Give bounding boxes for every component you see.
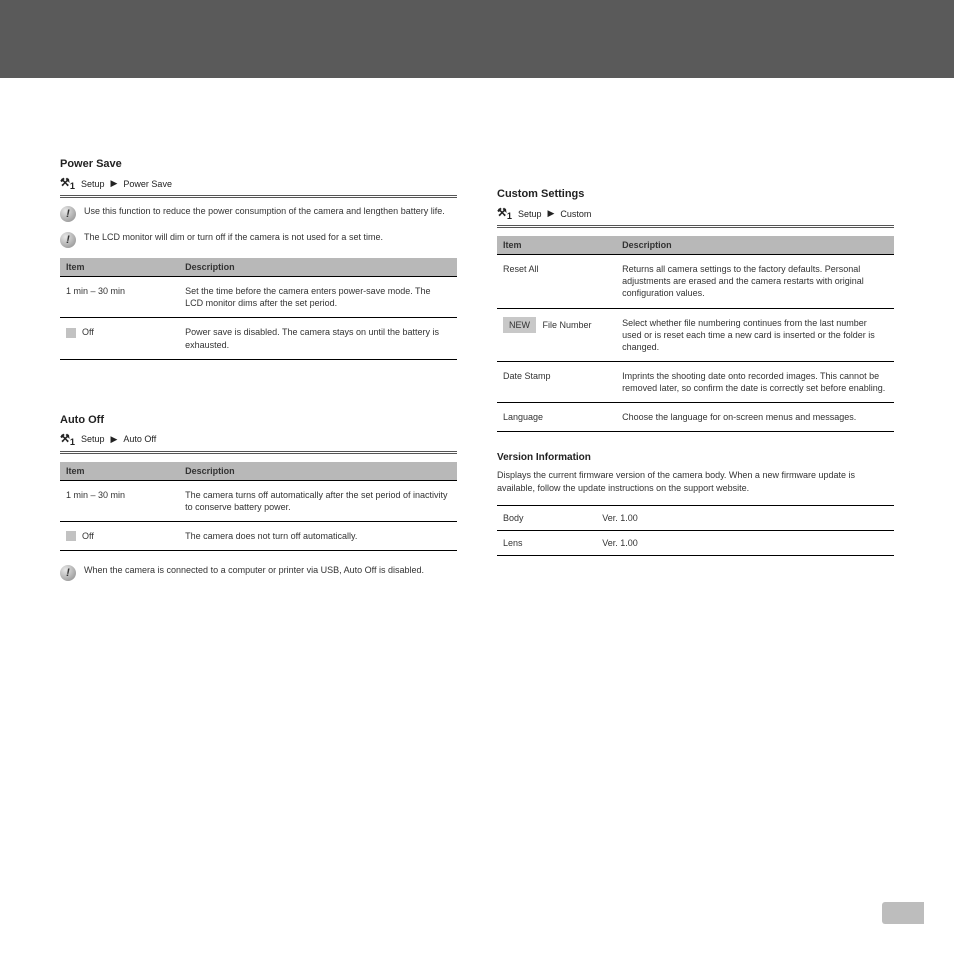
cell-item: Off: [60, 522, 179, 551]
cell-item: Body: [497, 505, 596, 530]
th-desc: Description: [179, 258, 457, 277]
th-desc: Description: [616, 236, 894, 255]
breadcrumb-custom: ⚒1 Setup ▶ Custom: [497, 206, 894, 221]
header-banner: [0, 0, 954, 78]
cell-item: 1 min – 30 min: [60, 277, 179, 318]
page-tab: [882, 902, 924, 924]
note-text: When the camera is connected to a comput…: [84, 565, 424, 577]
table-row: Off The camera does not turn off automat…: [60, 522, 457, 551]
th-item: Item: [497, 236, 616, 255]
cell-item-label: File Number: [543, 320, 592, 330]
section-title-version: Version Information: [497, 452, 894, 463]
cell-item-label: Off: [82, 326, 94, 338]
table-row: Reset All Returns all camera settings to…: [497, 255, 894, 308]
left-column: Power Save ⚒1 Setup ▶ Power Save ! Use t…: [60, 158, 457, 591]
new-badge: NEW: [503, 317, 536, 333]
info-icon: !: [60, 565, 76, 581]
table-row: Date Stamp Imprints the shooting date on…: [497, 362, 894, 403]
section-title-power-save: Power Save: [60, 158, 457, 170]
breadcrumb-auto-off: ⚒1 Setup ▶ Auto Off: [60, 432, 457, 447]
crumb-item: Power Save: [123, 179, 172, 189]
th-desc: Description: [179, 462, 457, 481]
info-icon: !: [60, 232, 76, 248]
cell-item: Reset All: [497, 255, 616, 308]
rule: [60, 195, 457, 198]
power-save-table: Item Description 1 min – 30 min Set the …: [60, 258, 457, 360]
note-row: ! The LCD monitor will dim or turn off i…: [60, 232, 457, 248]
cell-item: NEW File Number: [497, 308, 616, 361]
rule: [60, 451, 457, 454]
cell-item-label: Off: [82, 530, 94, 542]
custom-table: Item Description Reset All Returns all c…: [497, 236, 894, 432]
cell-item: Date Stamp: [497, 362, 616, 403]
cell-desc: Select whether file numbering continues …: [616, 308, 894, 361]
wrench-icon: ⚒1: [60, 432, 75, 447]
th-item: Item: [60, 462, 179, 481]
breadcrumb-power-save: ⚒1 Setup ▶ Power Save: [60, 176, 457, 191]
cell-item: Lens: [497, 530, 596, 555]
cell-desc: The camera does not turn off automatical…: [179, 522, 457, 551]
arrow-icon: ▶: [111, 178, 118, 189]
cell-desc: Ver. 1.00: [596, 505, 894, 530]
note-row: ! When the camera is connected to a comp…: [60, 565, 457, 581]
cell-item: Off: [60, 318, 179, 359]
auto-off-table: Item Description 1 min – 30 min The came…: [60, 462, 457, 551]
note-text: Use this function to reduce the power co…: [84, 206, 445, 218]
cell-desc: The camera turns off automatically after…: [179, 480, 457, 521]
cell-desc: Power save is disabled. The camera stays…: [179, 318, 457, 359]
section-title-auto-off: Auto Off: [60, 414, 457, 426]
cell-desc: Imprints the shooting date onto recorded…: [616, 362, 894, 403]
table-row: Off Power save is disabled. The camera s…: [60, 318, 457, 359]
crumb-setup: Setup: [518, 209, 542, 219]
table-row: NEW File Number Select whether file numb…: [497, 308, 894, 361]
stop-icon: [66, 531, 76, 541]
th-item: Item: [60, 258, 179, 277]
cell-desc: Ver. 1.00: [596, 530, 894, 555]
wrench-icon: ⚒1: [60, 176, 75, 191]
info-icon: !: [60, 206, 76, 222]
table-row: Body Ver. 1.00: [497, 505, 894, 530]
crumb-setup: Setup: [81, 434, 105, 444]
table-row: Language Choose the language for on-scre…: [497, 403, 894, 432]
version-table: Body Ver. 1.00 Lens Ver. 1.00: [497, 505, 894, 556]
note-row: ! Use this function to reduce the power …: [60, 206, 457, 222]
wrench-icon: ⚒1: [497, 206, 512, 221]
cell-item: 1 min – 30 min: [60, 480, 179, 521]
page-content: Power Save ⚒1 Setup ▶ Power Save ! Use t…: [0, 78, 954, 591]
cell-item: Language: [497, 403, 616, 432]
arrow-icon: ▶: [548, 208, 555, 219]
note-text: The LCD monitor will dim or turn off if …: [84, 232, 383, 244]
version-paragraph: Displays the current firmware version of…: [497, 469, 894, 494]
crumb-item: Auto Off: [123, 434, 156, 444]
crumb-setup: Setup: [81, 179, 105, 189]
right-column: Custom Settings ⚒1 Setup ▶ Custom Item D…: [497, 158, 894, 591]
cell-desc: Choose the language for on-screen menus …: [616, 403, 894, 432]
table-row: Lens Ver. 1.00: [497, 530, 894, 555]
section-title-custom: Custom Settings: [497, 188, 894, 200]
table-row: 1 min – 30 min Set the time before the c…: [60, 277, 457, 318]
cell-desc: Set the time before the camera enters po…: [179, 277, 457, 318]
arrow-icon: ▶: [111, 434, 118, 445]
crumb-item: Custom: [560, 209, 591, 219]
cell-desc: Returns all camera settings to the facto…: [616, 255, 894, 308]
stop-icon: [66, 328, 76, 338]
table-row: 1 min – 30 min The camera turns off auto…: [60, 480, 457, 521]
rule: [497, 225, 894, 228]
